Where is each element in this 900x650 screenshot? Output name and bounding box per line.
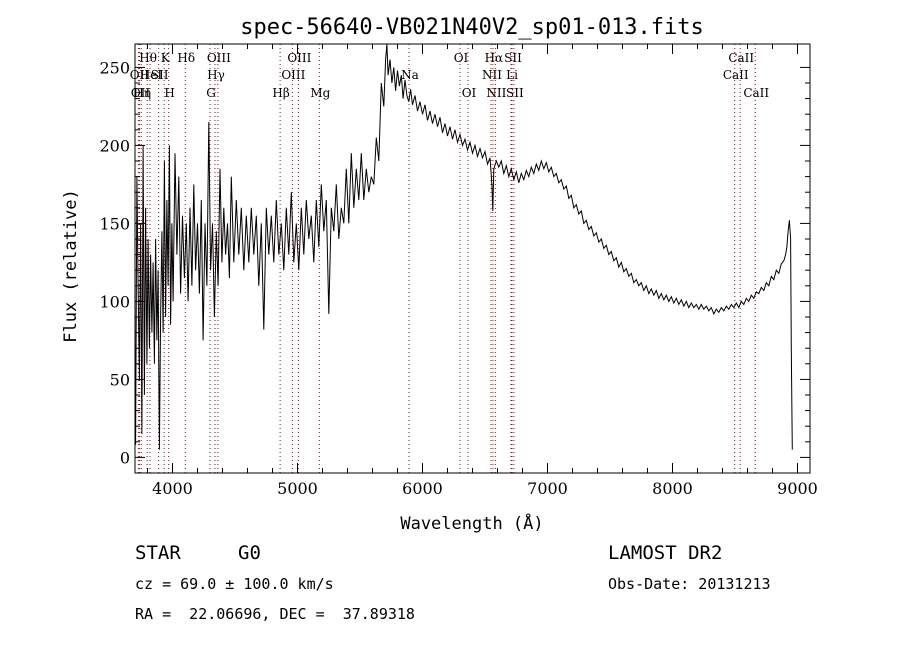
line-marker-label: Hβ xyxy=(272,86,289,100)
y-tick-label: 200 xyxy=(99,136,130,155)
line-marker-label: Li xyxy=(506,68,518,82)
x-tick-label: 6000 xyxy=(402,479,443,498)
line-marker-label: K xyxy=(161,51,171,65)
line-marker-label: CaII xyxy=(728,51,754,65)
survey-name: LAMOST DR2 xyxy=(608,542,723,564)
line-marker-label: SII xyxy=(506,86,524,100)
line-marker-label: OIII xyxy=(207,51,231,65)
line-marker-label: OI xyxy=(462,86,477,100)
x-axis-label: Wavelength (Å) xyxy=(400,512,543,534)
y-tick-label: 250 xyxy=(99,58,130,77)
line-marker-label: Hγ xyxy=(207,68,225,82)
line-marker-label: Hδ xyxy=(177,51,195,65)
line-marker-label: CaII xyxy=(723,68,749,82)
line-marker-label: OI xyxy=(454,51,469,65)
line-marker-label: G xyxy=(206,86,216,100)
axis-ticks: 4000 5000 6000 7000 8000 9000 0 50 100 150 200 250 xyxy=(99,44,818,498)
y-axis-label: Flux (relative) xyxy=(61,189,81,343)
y-tick-label: 50 xyxy=(110,370,130,389)
x-tick-label: 8000 xyxy=(652,479,693,498)
coordinates-text: RA = 22.06696, DEC = 37.89318 xyxy=(135,605,415,623)
line-marker-label: SII xyxy=(504,51,522,65)
line-marker-label: H xyxy=(164,86,174,100)
y-tick-label: 150 xyxy=(99,214,130,233)
line-marker-label: Na xyxy=(401,68,419,82)
y-tick-label: 0 xyxy=(120,448,130,467)
line-marker-label: OII xyxy=(131,86,151,100)
line-marker-label: Hη xyxy=(133,86,151,100)
spectrum-series xyxy=(135,43,793,450)
x-tick-label: 7000 xyxy=(527,479,568,498)
line-marker-label: Mg xyxy=(310,86,330,100)
y-tick-label: 100 xyxy=(99,292,130,311)
line-marker-label: OIII xyxy=(281,68,305,82)
line-marker-label: OIII xyxy=(287,51,311,65)
spectrum-line xyxy=(135,43,793,450)
line-marker-label: Hθ xyxy=(139,51,157,65)
x-tick-label: 4000 xyxy=(152,479,193,498)
object-class: STAR xyxy=(135,542,181,564)
plot-frame xyxy=(134,43,811,474)
emission-line-markers: OIIOIIHηHθHeISIIKHHδGHγOIIIHβOIIIOIIIMgN… xyxy=(130,44,769,473)
redshift-text: cz = 69.0 ± 100.0 km/s xyxy=(135,575,334,593)
line-marker-label: Hα xyxy=(485,51,504,65)
object-subclass: G0 xyxy=(238,542,261,564)
line-marker-label: CaII xyxy=(743,86,769,100)
x-tick-label: 9000 xyxy=(777,479,818,498)
chart-title: spec-56640-VB021N40V2_sp01-013.fits xyxy=(240,15,704,40)
line-marker-label: NII xyxy=(482,68,502,82)
line-marker-label: HeI xyxy=(140,68,163,82)
obs-date-text: Obs-Date: 20131213 xyxy=(608,575,771,593)
line-marker-label: SII xyxy=(151,68,169,82)
line-marker-label: NII xyxy=(486,86,506,100)
x-tick-label: 5000 xyxy=(277,479,318,498)
